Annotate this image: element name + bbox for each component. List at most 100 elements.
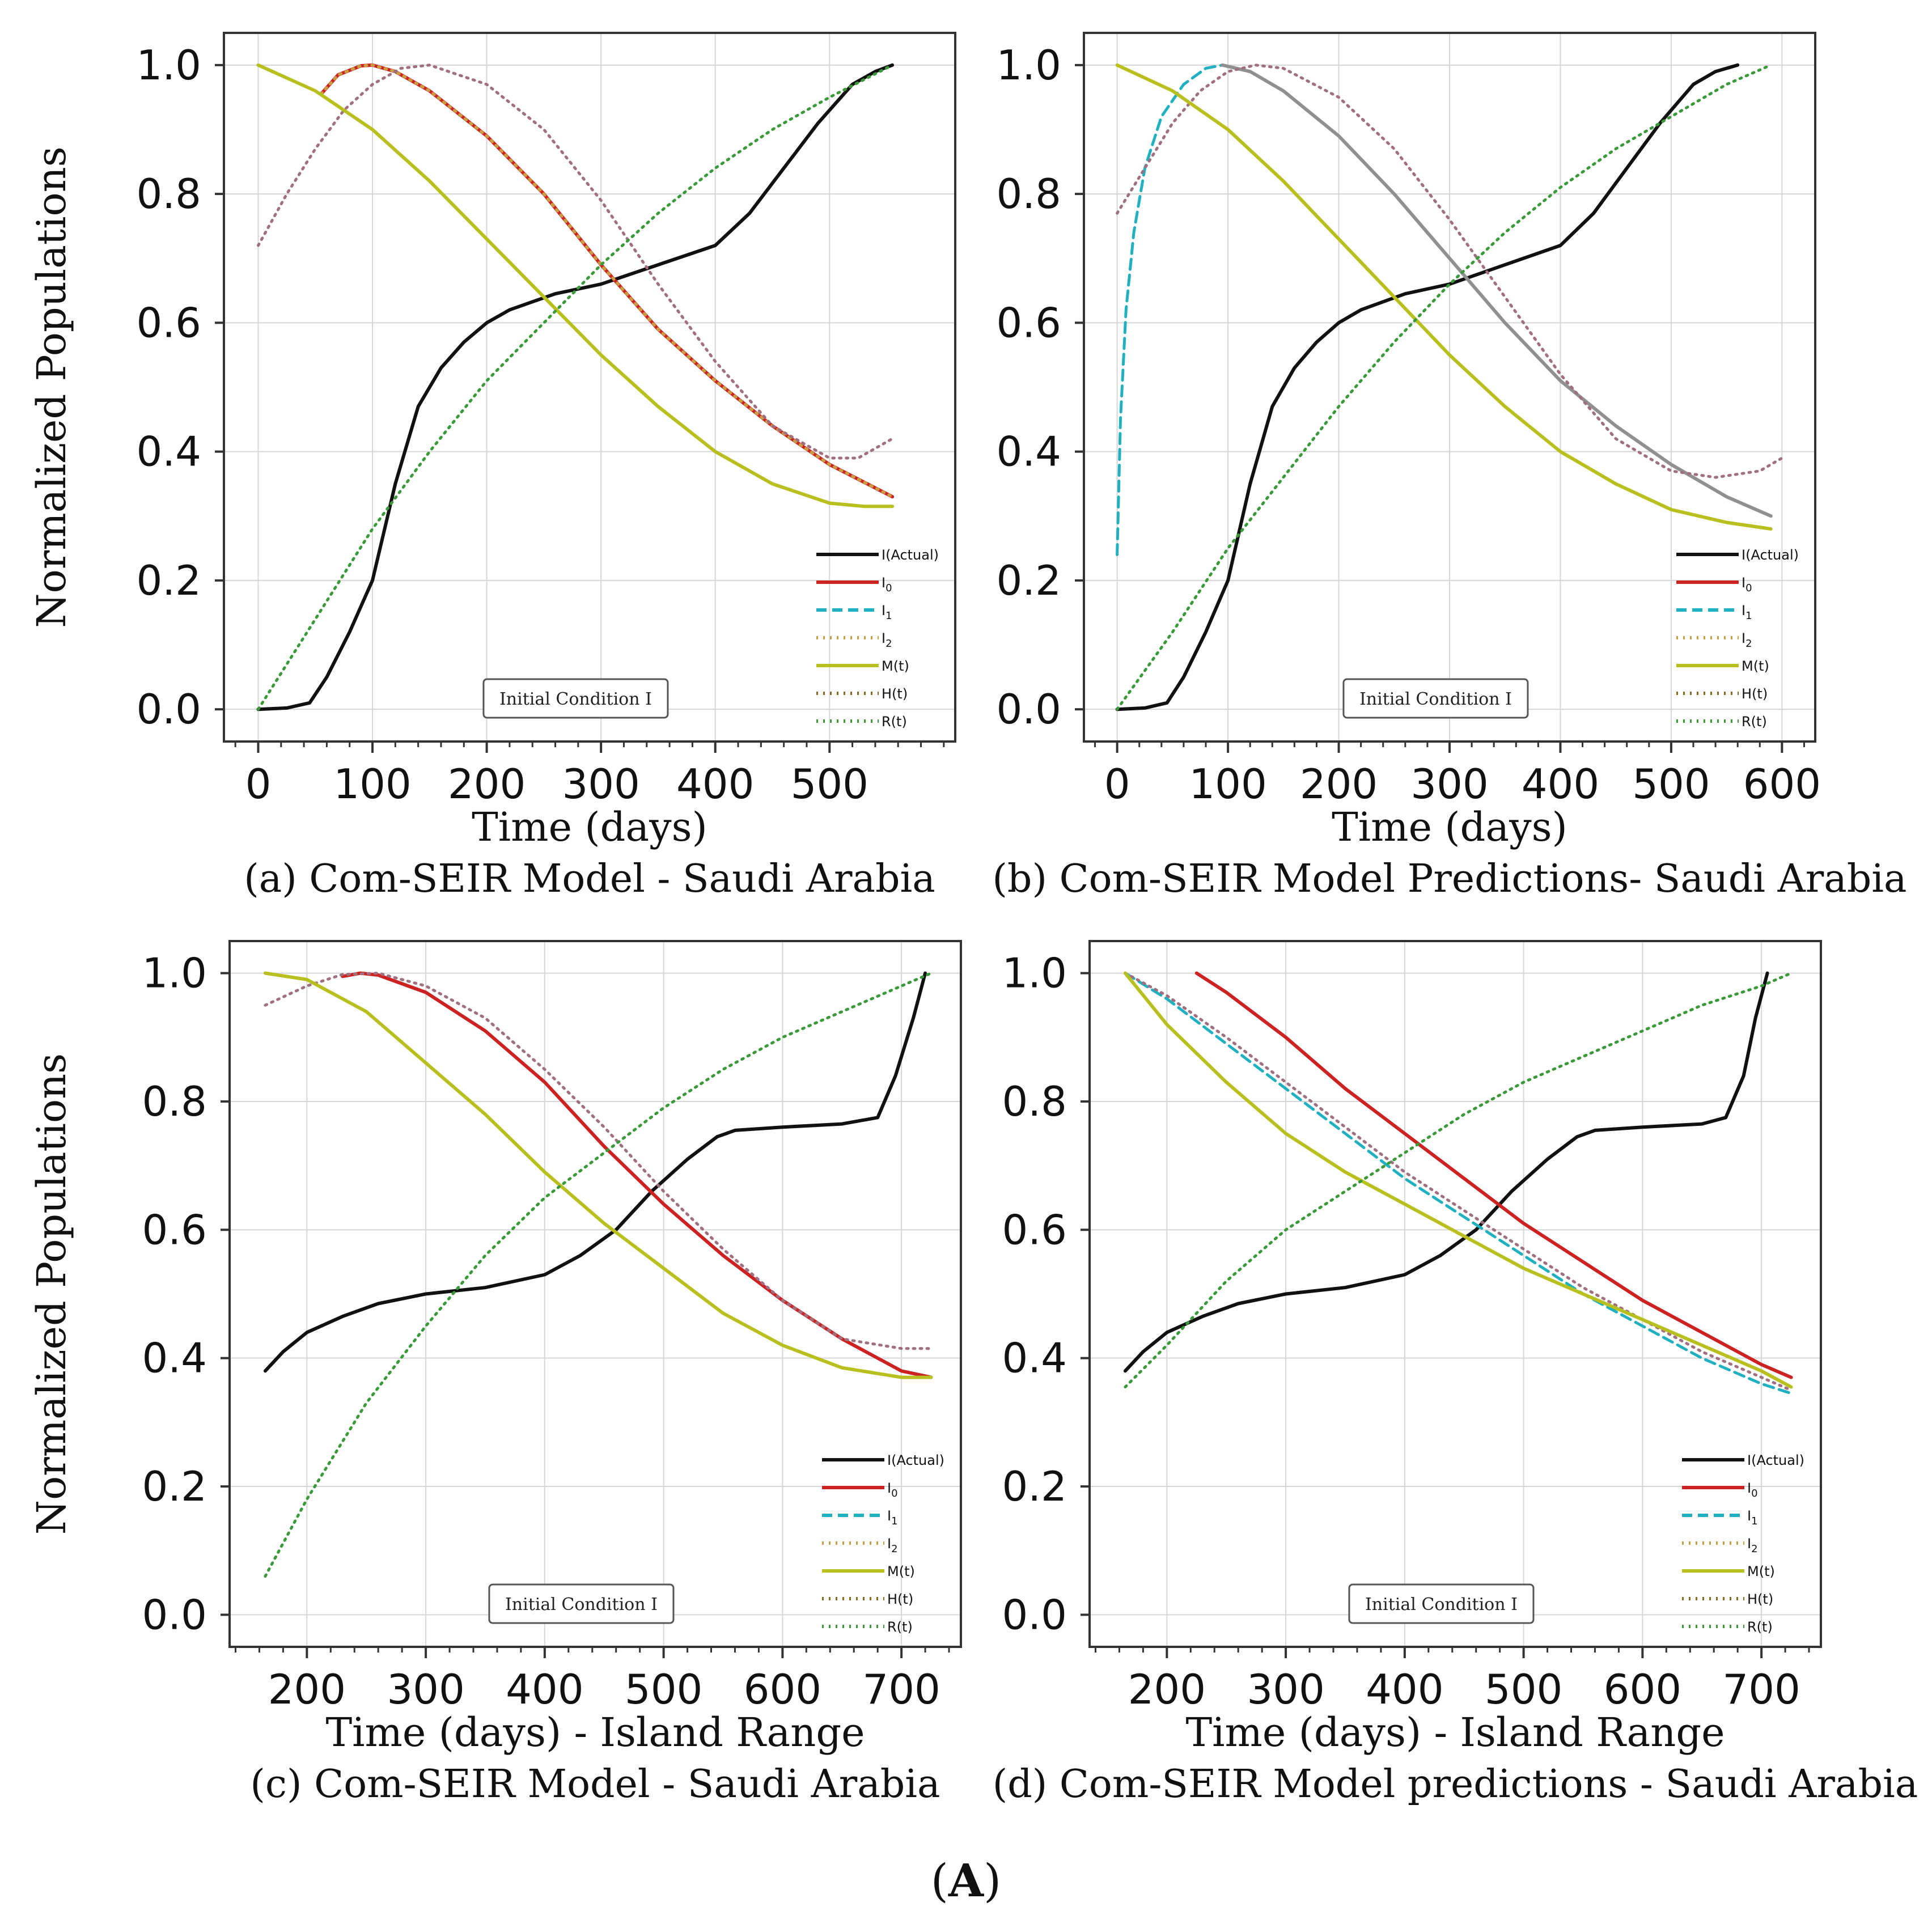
legend-label: R(t) <box>887 1619 913 1635</box>
y-tick-label: 0.8 <box>996 170 1061 218</box>
legend-label: R(t) <box>1742 714 1767 730</box>
series-line-rt <box>257 63 894 711</box>
plot-area <box>224 33 955 742</box>
x-axis-label: Time (days) - Island Range <box>325 1709 865 1756</box>
legend-label: H(t) <box>1742 686 1768 702</box>
x-tick-label: 400 <box>1366 1666 1443 1713</box>
y-axis-label: Normalized Populations <box>28 1053 75 1535</box>
legend-label: I0 <box>882 575 892 594</box>
initial-condition-label: Initial Condition I <box>499 689 652 709</box>
x-tick-label: 700 <box>1722 1666 1800 1713</box>
x-tick-label: 500 <box>1485 1666 1562 1713</box>
x-tick-label: 0 <box>1104 760 1130 808</box>
legend-label: H(t) <box>887 1591 913 1607</box>
x-tick-label: 400 <box>506 1666 583 1713</box>
plot-area <box>1090 941 1821 1647</box>
series-line-i1 <box>1116 63 1224 556</box>
series-line-ht <box>257 63 894 460</box>
x-tick-label: 500 <box>791 760 868 808</box>
legend-label: I(Actual) <box>887 1452 944 1468</box>
legend-label: I2 <box>1742 630 1752 650</box>
x-tick-label: 300 <box>562 760 639 808</box>
series-line-iactual <box>263 971 927 1373</box>
x-tick-label: 200 <box>448 760 526 808</box>
legend-label: I(Actual) <box>882 547 939 563</box>
panel-caption: (b) Com-SEIR Model Predictions- Saudi Ar… <box>992 857 1906 901</box>
x-axis-label: Time (days) - Island Range <box>1185 1709 1725 1756</box>
y-tick-label: 0.4 <box>1002 1334 1067 1382</box>
x-axis-label: Time (days) <box>472 804 707 850</box>
x-tick-label: 0 <box>245 760 272 808</box>
x-tick-label: 600 <box>1743 760 1821 808</box>
initial-condition-label: Initial Condition I <box>1365 1595 1518 1615</box>
legend-label: I0 <box>1742 575 1752 594</box>
series-line-ht <box>1116 63 1783 479</box>
x-tick-label: 300 <box>387 1666 464 1713</box>
x-tick-label: 400 <box>1522 760 1599 808</box>
series-line-iactual <box>1123 971 1769 1373</box>
legend-label: I1 <box>1747 1508 1758 1527</box>
legend-label: I(Actual) <box>1742 547 1799 563</box>
x-tick-label: 600 <box>744 1666 821 1713</box>
y-tick-label: 0.2 <box>1002 1463 1067 1510</box>
initial-condition-label: Initial Condition I <box>505 1595 658 1615</box>
y-tick-label: 0.6 <box>996 299 1061 346</box>
y-tick-label: 0.8 <box>136 170 201 218</box>
initial-condition-box <box>488 1583 675 1624</box>
series-line-ht <box>264 972 933 1350</box>
x-tick-label: 200 <box>268 1666 346 1713</box>
y-tick-label: 0.0 <box>136 685 201 733</box>
y-tick-label: 1.0 <box>136 41 201 89</box>
series-line-iactual <box>1115 63 1740 711</box>
y-tick-label: 1.0 <box>142 950 207 997</box>
series-line-mt <box>1123 971 1793 1389</box>
legend-label: M(t) <box>1742 658 1769 674</box>
initial-condition-box <box>1348 1583 1535 1624</box>
x-tick-label: 500 <box>1632 760 1710 808</box>
legend-label: I0 <box>1747 1480 1758 1499</box>
y-tick-label: 0.2 <box>136 557 201 604</box>
x-tick-label: 200 <box>1128 1666 1206 1713</box>
series-line-rt <box>264 972 933 1578</box>
legend-label: I2 <box>887 1536 898 1555</box>
x-tick-label: 500 <box>625 1666 702 1713</box>
y-tick-label: 0.6 <box>142 1206 207 1253</box>
legend-label: R(t) <box>1747 1619 1773 1635</box>
series-line-rt <box>1116 63 1773 711</box>
initial-condition-box <box>1342 678 1529 719</box>
legend-label: M(t) <box>1747 1564 1775 1579</box>
series-line-mt <box>256 63 895 509</box>
y-tick-label: 0.6 <box>1002 1206 1067 1253</box>
legend-label: I2 <box>882 630 892 650</box>
y-tick-label: 0.4 <box>142 1334 207 1382</box>
x-tick-label: 100 <box>1189 760 1266 808</box>
x-tick-label: 300 <box>1410 760 1488 808</box>
legend-label: I0 <box>887 1480 898 1499</box>
legend-label: I2 <box>1747 1536 1758 1555</box>
series-line-mt <box>1115 63 1773 531</box>
plot-frame <box>1088 940 1822 1648</box>
chart-panel-c: 0.0 0.2 0.4 0.6 0.8 1.0 200 300 400 500 600 700Time… <box>28 940 962 1807</box>
series-line-i2 <box>319 63 894 498</box>
legend-label: M(t) <box>882 658 909 674</box>
series-line-iactual <box>256 63 895 711</box>
y-tick-label: 0.6 <box>136 299 201 346</box>
series-line-ht <box>1124 972 1793 1392</box>
chart-panel-d: 0.0 0.2 0.4 0.6 0.8 1.0 200 300 400 500 600 700Time… <box>993 940 1918 1807</box>
y-tick-label: 0.4 <box>996 428 1061 476</box>
y-tick-label: 0.2 <box>996 557 1061 604</box>
legend-label: H(t) <box>1747 1591 1773 1607</box>
figure-label: (A) <box>931 1854 1002 1907</box>
panel-caption: (a) Com-SEIR Model - Saudi Arabia <box>244 857 935 901</box>
y-tick-label: 0.4 <box>136 428 201 476</box>
y-tick-label: 0.8 <box>1002 1078 1067 1125</box>
initial-condition-box <box>482 678 669 719</box>
legend-label: M(t) <box>887 1564 915 1579</box>
plot-area <box>230 941 961 1647</box>
y-tick-label: 0.0 <box>996 685 1061 733</box>
plot-frame <box>223 32 956 743</box>
x-axis-label: Time (days) <box>1332 804 1567 850</box>
y-tick-label: 0.2 <box>142 1463 207 1510</box>
x-tick-label: 600 <box>1604 1666 1681 1713</box>
